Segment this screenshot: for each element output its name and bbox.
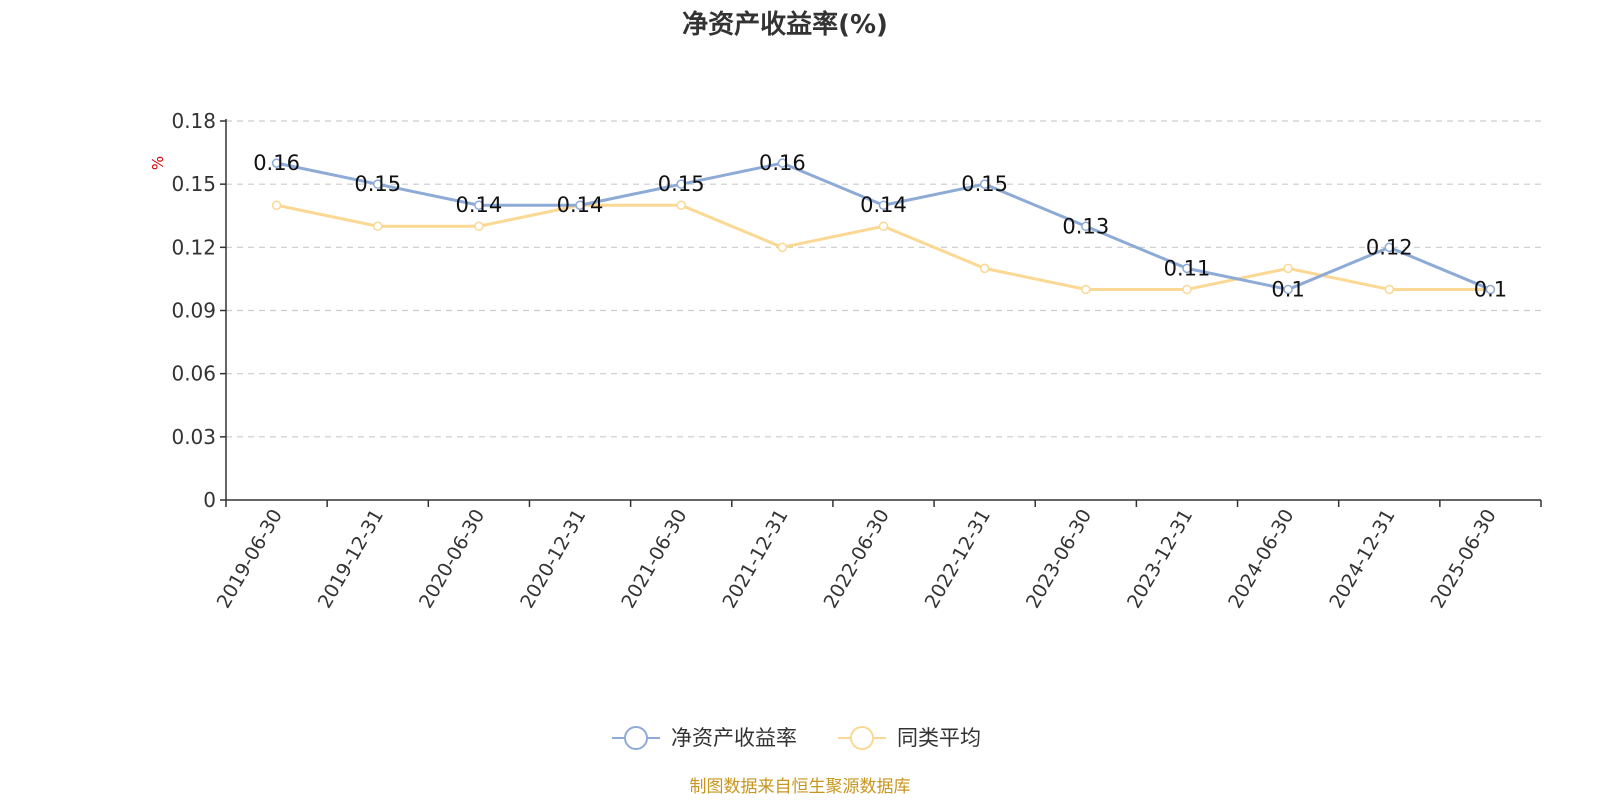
- data-label: 0.15: [961, 172, 1008, 196]
- chart-title: 净资产收益率(%): [682, 9, 888, 40]
- data-point-peer-average: [676, 200, 686, 210]
- y-tick-label: 0.15: [171, 172, 216, 196]
- x-tick-label: 2022-06-30: [820, 506, 894, 613]
- source-note: 制图数据来自恒生聚源数据库: [690, 777, 911, 797]
- legend-marker-roe: [624, 726, 648, 750]
- data-point-peer-average: [372, 221, 383, 232]
- data-point-roe: [575, 200, 585, 210]
- data-label: 0.13: [1062, 214, 1109, 238]
- data-point-peer-average: [777, 242, 788, 253]
- data-point-peer-average: [1384, 284, 1395, 295]
- legend-item-peer-average[interactable]: 同类平均: [838, 726, 981, 750]
- data-point-roe: [777, 158, 788, 168]
- data-label: 0.1: [1271, 277, 1304, 301]
- x-tick-label: 2022-12-31: [921, 505, 995, 612]
- data-label: 0.14: [557, 193, 604, 217]
- legend-label-peer-average: 同类平均: [897, 726, 981, 750]
- data-point-roe: [1081, 221, 1091, 232]
- data-point-roe: [676, 179, 686, 189]
- data-label: 0.15: [354, 172, 401, 196]
- data-point-peer-average: [474, 221, 484, 232]
- data-labels: 0.16 0.15 0.14 0.14 0.15 0.16 0.14 0.15 0.13 0.11…: [253, 151, 1507, 301]
- data-label: 0.14: [456, 193, 503, 217]
- x-tick-label: 2021-06-30: [617, 506, 691, 613]
- data-point-roe: [1384, 242, 1395, 253]
- legend-item-roe[interactable]: 净资产收益率: [612, 726, 797, 750]
- x-tick-label: 2020-12-31: [516, 506, 590, 613]
- y-tick-label: 0.18: [171, 109, 216, 133]
- data-point-peer-average: [878, 221, 889, 232]
- data-label: 0.16: [759, 151, 806, 175]
- x-tick-label: 2020-06-30: [415, 506, 489, 613]
- data-label: 0.15: [658, 172, 705, 196]
- legend-marker-peer-average: [850, 726, 874, 750]
- y-tick-label: 0: [203, 488, 216, 512]
- data-point-peer-average: [1283, 263, 1293, 274]
- data-point-roe: [271, 158, 282, 168]
- data-point-peer-average: [1081, 284, 1091, 295]
- data-point-peer-average: [1182, 284, 1192, 295]
- data-label: 0.1: [1474, 277, 1507, 301]
- data-label: 0.16: [253, 151, 300, 175]
- y-tick-label: 0.12: [171, 235, 216, 259]
- data-label: 0.11: [1164, 256, 1211, 280]
- x-tick-label: 2019-06-30: [213, 506, 287, 613]
- data-point-roe: [979, 179, 990, 189]
- y-tick-label: 0.09: [171, 299, 216, 323]
- data-point-peer-average: [979, 263, 990, 274]
- y-tick-label: 0.03: [171, 425, 216, 449]
- legend-label-roe: 净资产收益率: [671, 726, 797, 750]
- data-label: 0.14: [860, 193, 907, 217]
- data-point-roe: [474, 200, 484, 210]
- data-point-roe: [878, 200, 889, 210]
- x-tick-label: 2024-12-31: [1325, 506, 1399, 613]
- x-tick-label: 2025-06-30: [1426, 506, 1500, 613]
- data-point-roe: [1283, 284, 1293, 295]
- data-point-roe: [372, 179, 383, 189]
- x-tick-label: 2024-06-30: [1224, 506, 1298, 613]
- x-tick-label: 2023-06-30: [1022, 506, 1096, 613]
- x-tick-label: 2021-12-31: [718, 506, 792, 613]
- legend: 净资产收益率 同类平均: [612, 726, 981, 750]
- y-tick-label: 0.06: [171, 362, 216, 386]
- x-tick-label: 2019-12-31: [314, 506, 388, 613]
- data-label: 0.12: [1366, 235, 1413, 259]
- series-lines: [271, 158, 1496, 295]
- data-point-peer-average: [271, 200, 282, 210]
- data-point-roe: [1182, 263, 1192, 274]
- y-axis-unit: %: [149, 156, 167, 170]
- x-tick-label: 2023-12-31: [1123, 506, 1197, 613]
- data-point-roe: [1485, 284, 1496, 295]
